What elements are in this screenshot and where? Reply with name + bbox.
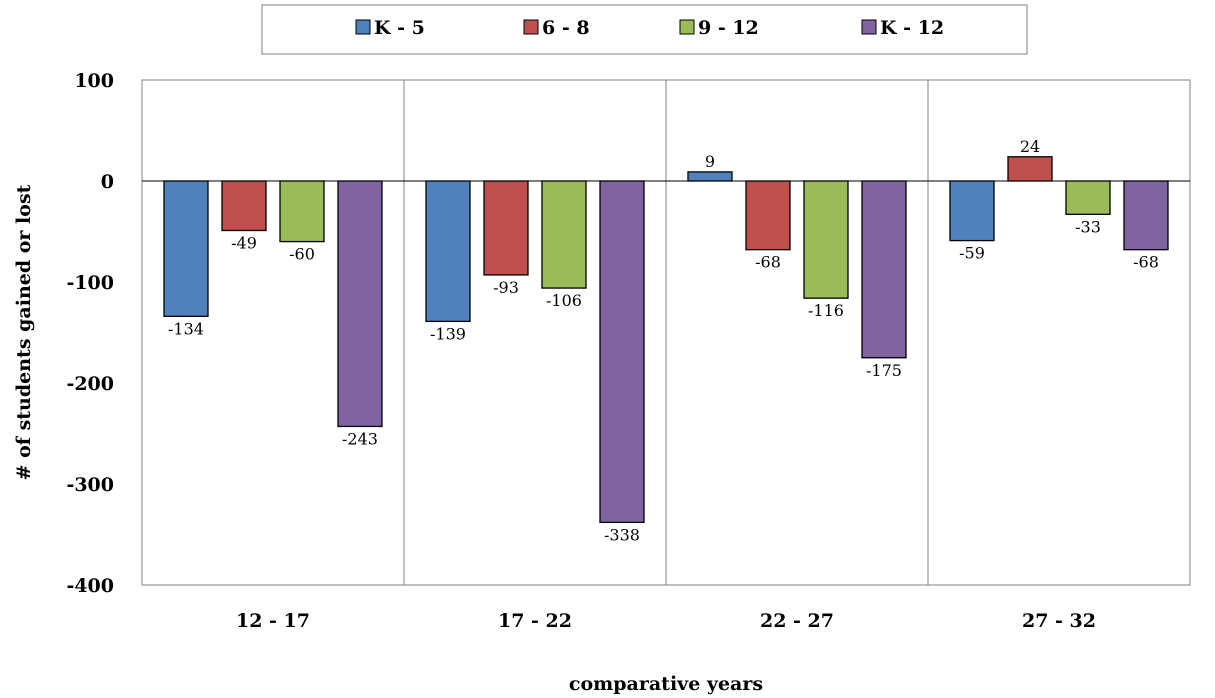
legend-swatch-6-8 <box>523 19 539 35</box>
data-label: -106 <box>546 291 582 310</box>
y-tick-label: -100 <box>66 272 114 294</box>
bar-6-8-22-27 <box>745 180 791 251</box>
legend-swatch-9-12 <box>679 19 695 35</box>
bar-9-12-17-22 <box>541 180 587 289</box>
bar-k-12-17-22 <box>599 180 645 524</box>
legend-swatch-k-12 <box>861 19 877 35</box>
x-tick-label: 17 - 22 <box>498 610 572 632</box>
legend-label-k-5: K - 5 <box>374 17 425 39</box>
bar-k-5-17-22 <box>425 180 471 323</box>
y-axis-title: # of students gained or lost <box>13 184 35 480</box>
bar-9-12-12-17 <box>279 180 325 243</box>
data-label: -59 <box>959 244 985 263</box>
bar-k-12-12-17 <box>337 180 383 428</box>
x-axis-ticks: 12 - 17 17 - 22 22 - 27 27 - 32 <box>236 610 1096 632</box>
bar-9-12-22-27 <box>803 180 849 299</box>
y-tick-label: -300 <box>66 474 114 496</box>
data-label: -139 <box>430 324 466 343</box>
data-label: 9 <box>705 152 715 171</box>
bar-k-12-27-32 <box>1123 180 1169 251</box>
data-label: -33 <box>1075 217 1101 236</box>
legend: K - 5 6 - 8 9 - 12 K - 12 <box>261 4 1028 55</box>
x-tick-label: 27 - 32 <box>1022 610 1096 632</box>
bar-k-5-27-32 <box>949 180 995 242</box>
data-label: -134 <box>168 319 204 338</box>
data-label: -175 <box>866 361 902 380</box>
bar-6-8-27-32 <box>1007 156 1053 182</box>
bars <box>163 156 1169 524</box>
legend-box <box>261 4 1028 55</box>
legend-swatch-k-5 <box>355 19 371 35</box>
y-tick-label: 0 <box>101 171 114 193</box>
data-label: -68 <box>1133 253 1159 272</box>
x-tick-label: 12 - 17 <box>236 610 310 632</box>
data-label: -93 <box>493 278 519 297</box>
bar-6-8-12-17 <box>221 180 267 232</box>
data-label: -60 <box>289 245 315 264</box>
bar-9-12-27-32 <box>1065 180 1111 215</box>
data-label: -116 <box>808 301 844 320</box>
bar-k-5-22-27 <box>687 171 733 182</box>
data-label: -338 <box>604 525 640 544</box>
legend-label-6-8: 6 - 8 <box>542 17 590 39</box>
bar-k-12-22-27 <box>861 180 907 359</box>
data-label: -49 <box>231 233 257 252</box>
bar-k-5-12-17 <box>163 180 209 317</box>
data-labels: -134 -139 9 -59 -49 -93 -68 24 -60 -106 -116 -33 -24… <box>168 137 1159 545</box>
data-label: 24 <box>1020 137 1040 156</box>
x-tick-label: 22 - 27 <box>760 610 834 632</box>
legend-label-k-12: K - 12 <box>880 17 944 39</box>
y-axis-ticks: 100 0 -100 -200 -300 -400 <box>66 70 114 597</box>
y-tick-label: -200 <box>66 373 114 395</box>
y-tick-label: -400 <box>66 575 114 597</box>
bar-6-8-17-22 <box>483 180 529 276</box>
data-label: -68 <box>755 253 781 272</box>
legend-label-9-12: 9 - 12 <box>698 17 759 39</box>
y-tick-label: 100 <box>74 70 114 92</box>
x-axis-title: comparative years <box>569 673 763 695</box>
data-label: -243 <box>342 429 378 448</box>
